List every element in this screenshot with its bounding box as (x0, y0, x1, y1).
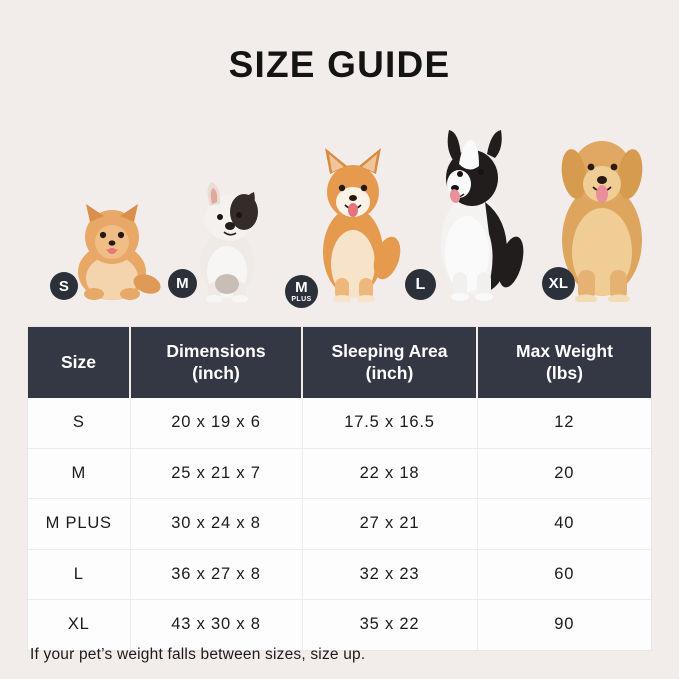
table-row: M PLUS 30 x 24 x 8 27 x 21 40 (28, 498, 651, 550)
cell-sleeping-area: 32 x 23 (302, 549, 478, 600)
cell-sleeping-area: 22 x 18 (302, 448, 478, 499)
cell-size: S (28, 398, 131, 449)
cell-max-weight: 12 (477, 398, 651, 449)
column-header-sleeping-area: Sleeping Area (inch) (302, 327, 478, 398)
column-header-max-weight: Max Weight (lbs) (477, 327, 651, 398)
column-header-max-weight-line2: (lbs) (546, 362, 583, 383)
cell-dimensions: 25 x 21 x 7 (130, 448, 303, 499)
french-bulldog-icon (200, 182, 258, 302)
table-row: M 25 x 21 x 7 22 x 18 20 (28, 448, 651, 499)
column-header-size: Size (28, 327, 131, 398)
pomeranian-icon (78, 204, 161, 300)
table-row: XL 43 x 30 x 8 35 x 22 90 (28, 599, 651, 650)
size-badge-s: S (50, 272, 78, 300)
cell-dimensions: 30 x 24 x 8 (130, 498, 303, 550)
golden-retriever-icon (561, 141, 643, 302)
cell-dimensions: 20 x 19 x 6 (130, 398, 303, 449)
cell-max-weight: 20 (477, 448, 651, 499)
table-row: L 36 x 27 x 8 32 x 23 60 (28, 549, 651, 600)
dog-slot-m: M (168, 172, 282, 302)
page-title: SIZE GUIDE (228, 44, 451, 85)
size-badge-m-plus-label: M (295, 279, 308, 296)
size-badge-m-plus: M PLUS (285, 275, 318, 308)
cell-sleeping-area: 17.5 x 16.5 (302, 398, 478, 449)
dog-size-illustrations: S M (0, 112, 679, 308)
size-badge-s-label: S (58, 277, 70, 295)
dog-slot-m-plus: M PLUS (285, 140, 405, 308)
size-table: Size Dimensions (inch) Sleeping Area (in… (28, 327, 651, 650)
dog-slot-xl: XL (538, 114, 668, 302)
column-header-sleeping-area-line1: Sleeping Area (331, 341, 448, 362)
column-header-sleeping-area-line2: (inch) (365, 362, 414, 383)
cell-size: M PLUS (28, 498, 131, 550)
column-header-max-weight-line1: Max Weight (516, 341, 613, 362)
cell-max-weight: 40 (477, 498, 651, 550)
dog-slot-s: S (50, 192, 172, 302)
cell-max-weight: 60 (477, 549, 651, 600)
size-badge-xl: XL (542, 267, 575, 300)
footnote-text: If your pet’s weight falls between sizes… (30, 646, 366, 663)
cell-dimensions: 36 x 27 x 8 (130, 549, 303, 600)
column-header-size-line1: Size (60, 351, 97, 372)
column-header-dimensions-line1: Dimensions (166, 341, 266, 362)
cell-sleeping-area: 35 x 22 (302, 599, 478, 650)
table-header-row: Size Dimensions (inch) Sleeping Area (in… (28, 327, 651, 398)
shiba-inu-icon (323, 148, 401, 302)
size-badge-m-label: M (176, 275, 189, 292)
column-header-dimensions-line2: (inch) (192, 362, 240, 383)
cell-size: L (28, 549, 131, 600)
cell-size: XL (28, 599, 131, 650)
cell-size: M (28, 448, 131, 499)
size-table-body: S 20 x 19 x 6 17.5 x 16.5 12 M 25 x 21 x… (28, 398, 651, 650)
size-badge-l: L (405, 269, 436, 300)
cell-dimensions: 43 x 30 x 8 (130, 599, 303, 650)
cell-max-weight: 90 (477, 599, 651, 650)
dog-slot-l: L (405, 122, 535, 302)
size-badge-m: M (168, 269, 197, 298)
size-table-header: Size Dimensions (inch) Sleeping Area (in… (28, 327, 651, 398)
size-badge-l-label: L (415, 275, 426, 293)
cell-sleeping-area: 27 x 21 (302, 498, 478, 550)
size-badge-m-plus-sublabel: PLUS (291, 296, 312, 303)
size-badge-xl-label: XL (548, 275, 569, 292)
column-header-dimensions: Dimensions (inch) (130, 327, 303, 398)
border-collie-icon (441, 130, 524, 301)
table-row: S 20 x 19 x 6 17.5 x 16.5 12 (28, 398, 651, 449)
